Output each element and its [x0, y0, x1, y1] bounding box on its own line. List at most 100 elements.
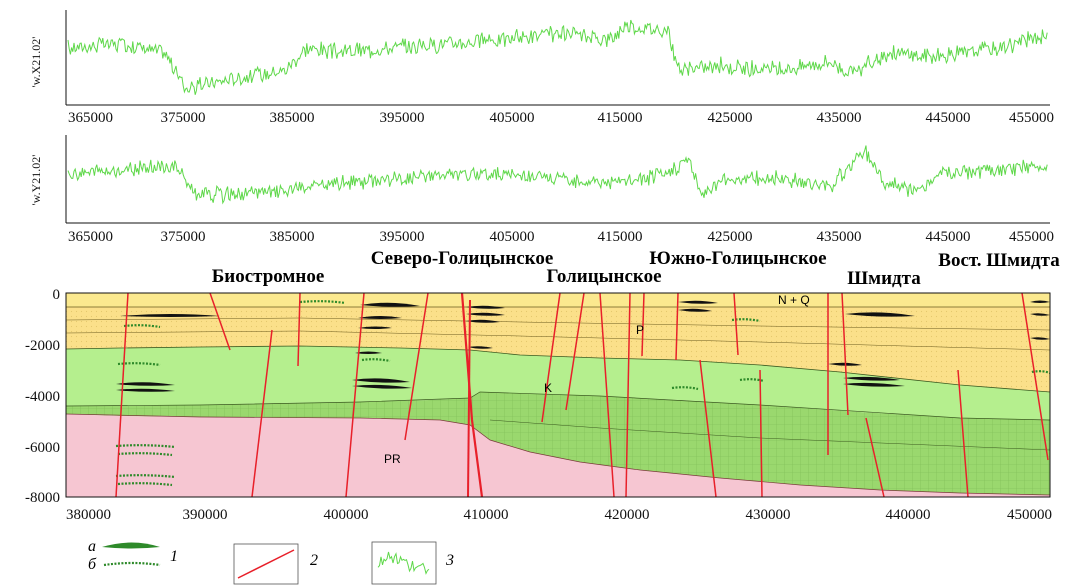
fault-line: [345, 292, 365, 498]
faults: [115, 292, 1049, 498]
fault-line: [675, 292, 679, 361]
section-xtick: 430000: [746, 507, 791, 523]
profile-x-tick: 445000: [926, 110, 971, 126]
lens-b: [117, 482, 173, 487]
profile-y-tick: 445000: [926, 229, 971, 245]
profile-x-tick: 405000: [490, 110, 535, 126]
boundary-line: [65, 330, 1051, 351]
profile-y-tick: 415000: [598, 229, 643, 245]
legend-item-3: 3: [371, 541, 454, 585]
lens-b: [739, 378, 765, 383]
unit-label-pr: PR: [384, 452, 401, 466]
section-xtick: 420000: [605, 507, 650, 523]
lens-b: [117, 452, 173, 457]
fault-line: [251, 329, 273, 498]
legend-item-1: а б 1: [88, 538, 178, 573]
profile-y-tick: 385000: [270, 229, 315, 245]
legend-item-2: 2: [233, 543, 318, 585]
profile-y-tick: 375000: [161, 229, 206, 245]
unit-label-k: K: [544, 381, 552, 395]
legend-box: [233, 543, 299, 585]
lens-a: [1030, 300, 1050, 303]
profile-y-ylabel: 'w.Y21.02': [29, 155, 43, 206]
legend-letter-a: а: [88, 538, 96, 555]
lens-a: [360, 302, 420, 307]
fault-line: [1021, 292, 1049, 461]
fault-line: [297, 292, 301, 367]
lens-a: [843, 382, 905, 387]
profile-x-panel: 'w.X21.02' 365000 375000 385000 395000 4…: [29, 10, 1054, 126]
field-names: Биостромное Северо-Голицынское Голицынск…: [212, 248, 1060, 289]
fault-line: [625, 292, 631, 498]
field-name-vost-shmidta: Вост. Шмидта: [938, 250, 1060, 271]
fault-line: [565, 292, 585, 411]
lens-a: [352, 384, 412, 389]
legend-curve-sample: [377, 551, 430, 575]
field-name-biostromnoe: Биостромное: [212, 266, 325, 287]
legend-number: 1: [170, 548, 178, 565]
lens-a: [355, 351, 382, 354]
lens-b: [361, 358, 391, 363]
section-ytick: 0: [53, 287, 61, 303]
section-ytick: -4000: [25, 389, 60, 405]
lens-a: [845, 312, 915, 317]
lens-a: [352, 378, 410, 383]
legend-fault-sample: [237, 549, 295, 579]
profile-y-tick: 365000: [68, 229, 113, 245]
geologic-section: N + Q P K PR 0 -2000 -4000 -6000 -8000 3…: [25, 287, 1052, 523]
profile-y-ticks: 365000 375000 385000 395000 405000 41500…: [68, 229, 1054, 245]
legend-lens-a: [102, 542, 160, 549]
lens-b: [731, 318, 761, 323]
boundary-line: [489, 419, 1051, 451]
section-ytick: -2000: [25, 338, 60, 354]
legend-number: 3: [445, 552, 454, 569]
field-name-severo-golitsynskoe: Северо-Голицынское: [371, 248, 554, 269]
fault-line: [541, 292, 561, 423]
profile-x-ticks: 365000 375000 385000 395000 405000 41500…: [68, 110, 1054, 126]
lens-a: [1030, 313, 1050, 316]
section-ytick: -6000: [25, 440, 60, 456]
profile-y-tick: 395000: [380, 229, 425, 245]
lens-a: [678, 308, 712, 312]
fault-line: [699, 359, 717, 498]
profile-x-tick: 385000: [270, 110, 315, 126]
legend-lens-b: [103, 561, 161, 567]
fault-line: [865, 417, 885, 498]
lens-b: [117, 362, 161, 367]
profile-x-tick: 365000: [68, 110, 113, 126]
boundary-line: [65, 345, 1051, 393]
fault-line: [599, 292, 615, 498]
fault-line: [759, 369, 763, 498]
field-name-golitsynskoe: Голицынское: [546, 266, 661, 287]
lens-a: [116, 382, 175, 386]
boundary-line: [65, 391, 1051, 421]
legend-number: 2: [310, 552, 318, 569]
lens-b: [299, 300, 346, 305]
field-name-yuzhno-golitsynskoe: Южно-Голицынское: [649, 248, 826, 269]
profile-y-tick: 435000: [817, 229, 862, 245]
section-xticks: 380000 390000 400000 410000 420000 43000…: [66, 507, 1052, 523]
fault-line: [209, 292, 231, 351]
section-xtick: 400000: [324, 507, 369, 523]
lens-a: [358, 316, 402, 319]
fault-line: [733, 292, 739, 356]
profile-y-tick: 455000: [1009, 229, 1054, 245]
legend: а б 1 2 3: [88, 538, 454, 585]
section-frame: [65, 292, 1051, 498]
fault-line: [957, 369, 969, 498]
profile-y-tick: 425000: [708, 229, 753, 245]
boundary-line: [65, 413, 1051, 496]
profile-y-panel: 'w.Y21.02' 365000 375000 385000 395000 4…: [29, 135, 1054, 245]
profile-x-tick: 425000: [708, 110, 753, 126]
profile-y-curve: [67, 145, 1048, 205]
section-xtick: 380000: [66, 507, 111, 523]
lens-a: [358, 326, 392, 329]
section-yticks: 0 -2000 -4000 -6000 -8000: [25, 287, 60, 506]
section-ytick: -8000: [25, 490, 60, 506]
section-xtick: 450000: [1007, 507, 1052, 523]
layer-cretaceous: [66, 346, 1050, 420]
lens-a: [678, 300, 718, 304]
lens-b: [115, 444, 176, 449]
unit-label-p: P: [636, 323, 644, 337]
